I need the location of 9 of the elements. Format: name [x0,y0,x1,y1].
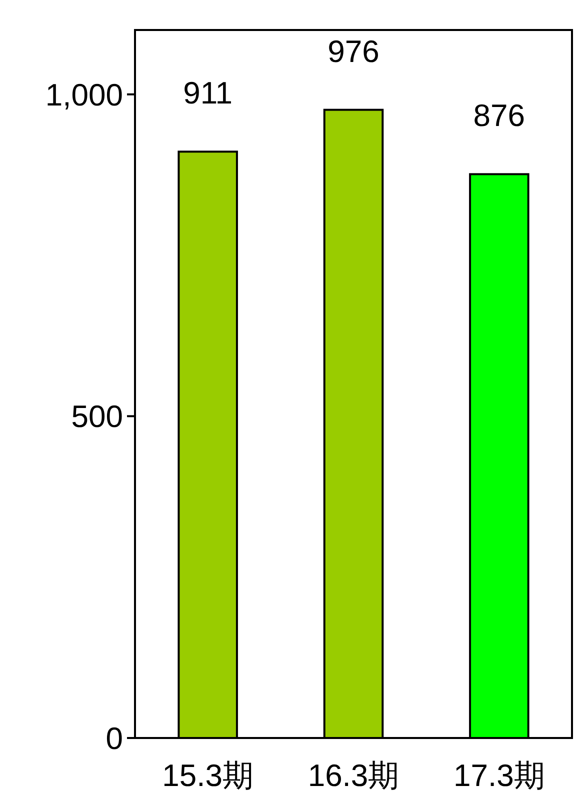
data-label: 911 [183,76,233,111]
x-tick-label: 16.3期 [308,758,400,793]
y-tick-label: 500 [71,399,123,434]
x-tick-label: 17.3期 [453,758,545,793]
x-tick-label: 15.3期 [162,758,254,793]
data-label: 976 [328,34,380,69]
data-label: 876 [473,98,526,134]
y-tick-label: 0 [106,721,123,756]
y-tick-label: 1,000 [45,77,123,112]
